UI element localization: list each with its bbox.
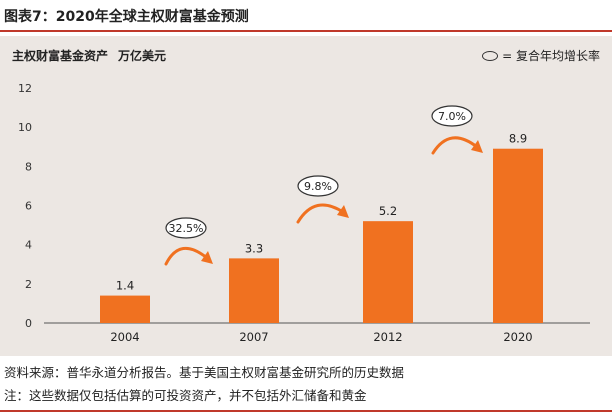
chart-title: 主权财富基金资产 万亿美元: [12, 47, 166, 64]
legend-label: = 复合年均增长率: [502, 49, 600, 63]
chart-title-text: 主权财富基金资产: [12, 49, 109, 63]
data-label: 1.4: [116, 279, 134, 293]
data-label: 8.9: [509, 132, 527, 146]
data-label: 5.2: [379, 204, 397, 218]
figure-title: 图表7：2020年全球主权财富基金预测: [4, 9, 249, 25]
growth-arrow: [296, 203, 345, 224]
growth-rate-oval: [431, 105, 473, 127]
y-tick-label: 8: [25, 160, 32, 173]
data-label: 3.3: [245, 241, 263, 255]
growth-rate-label: 7.0%: [438, 110, 466, 123]
data-note: 注：这些数据仅包括估算的可投资资产，并不包括外汇储备和黄金: [4, 388, 367, 403]
bar: [229, 258, 279, 323]
x-tick-label: 2004: [110, 330, 139, 344]
growth-rate-label: 32.5%: [169, 222, 204, 235]
arrowhead-icon: [201, 251, 213, 264]
bottom-rule: [0, 410, 612, 412]
y-tick-label: 2: [25, 278, 32, 291]
arrowhead-icon: [337, 205, 349, 218]
y-tick-label: 6: [25, 200, 32, 213]
source-note: 资料来源：普华永道分析报告。基于美国主权财富基金研究所的历史数据: [4, 365, 405, 380]
x-tick-label: 2007: [239, 330, 268, 344]
y-tick-label: 10: [18, 121, 32, 134]
growth-rate-oval: [165, 217, 207, 239]
growth-arrow: [431, 136, 479, 155]
chart-legend: = 复合年均增长率: [482, 47, 600, 64]
y-tick-label: 0: [25, 317, 32, 330]
arrowhead-icon: [471, 140, 483, 153]
growth-rate-oval: [297, 175, 339, 197]
y-tick-label: 12: [18, 82, 32, 95]
growth-arrow: [164, 247, 209, 266]
x-tick-label: 2012: [373, 330, 402, 344]
bar: [493, 148, 543, 323]
x-tick-label: 2020: [503, 330, 532, 344]
figure-header: 图表7：2020年全球主权财富基金预测: [0, 0, 612, 32]
bar: [100, 295, 150, 323]
oval-icon: [482, 50, 499, 61]
bar-chart: 0 2 4 6 8 10 12 1.4 2004 3.3 2007 5.2 2012 8.9 2020 32.…: [18, 82, 590, 344]
y-tick-label: 4: [25, 239, 32, 252]
bar: [363, 221, 413, 323]
growth-rate-label: 9.8%: [304, 180, 332, 193]
chart-unit: 万亿美元: [118, 49, 167, 63]
